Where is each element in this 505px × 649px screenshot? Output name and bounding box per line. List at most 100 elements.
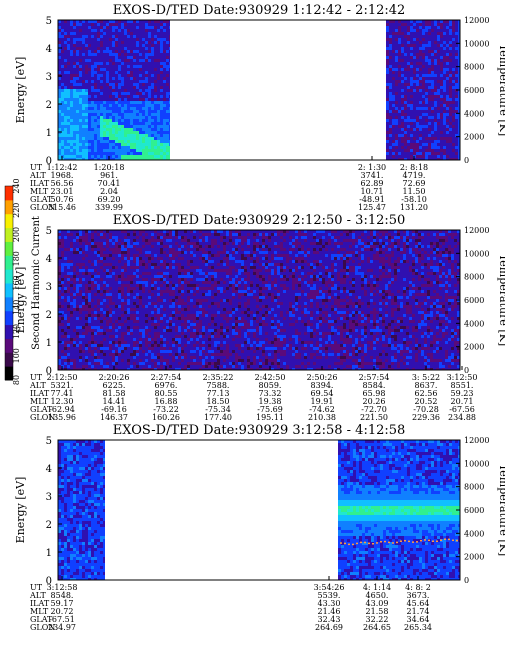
heatmap-cell — [136, 155, 139, 158]
heatmap-cell — [127, 152, 130, 155]
heatmap-cell — [103, 77, 106, 80]
heatmap-cell — [437, 131, 440, 134]
heatmap-cell — [115, 35, 118, 38]
heatmap-cell — [431, 125, 434, 128]
heatmap-cell — [413, 74, 416, 77]
heatmap-cell — [118, 98, 121, 101]
heatmap-cell — [136, 62, 139, 65]
heatmap-cell — [76, 230, 79, 233]
heatmap-cell — [97, 320, 100, 323]
heatmap-cell — [85, 95, 88, 98]
heatmap-cell — [392, 125, 395, 128]
heatmap-cell — [91, 116, 94, 119]
heatmap-cell — [67, 80, 70, 83]
heatmap-cell — [67, 140, 70, 143]
heatmap-cell — [136, 119, 139, 122]
heatmap-cell — [172, 269, 175, 272]
heatmap-cell — [151, 233, 154, 236]
heatmap-cell — [103, 284, 106, 287]
heatmap-cell — [163, 98, 166, 101]
heatmap-cell — [91, 323, 94, 326]
heatmap-cell — [73, 368, 76, 370]
heatmap-cell — [67, 278, 70, 281]
heatmap-cell — [389, 74, 392, 77]
heatmap-cell — [395, 107, 398, 110]
heatmap-cell — [169, 128, 170, 131]
heatmap-cell — [425, 149, 428, 152]
heatmap-cell — [139, 137, 142, 140]
heatmap-cell — [404, 35, 407, 38]
heatmap-cell — [157, 92, 160, 95]
heatmap-cell — [109, 299, 112, 302]
heatmap-cell — [130, 98, 133, 101]
heatmap-cell — [398, 77, 401, 80]
heatmap-cell — [82, 92, 85, 95]
heatmap-cell — [112, 47, 115, 50]
heatmap-cell — [139, 134, 142, 137]
heatmap-cell — [178, 365, 181, 368]
heatmap-cell — [160, 260, 163, 263]
heatmap-cell — [458, 50, 460, 53]
heatmap-cell — [85, 56, 88, 59]
heatmap-cell — [148, 311, 151, 314]
heatmap-cell — [407, 131, 410, 134]
heatmap-cell — [103, 98, 106, 101]
heatmap-cell — [139, 107, 142, 110]
heatmap-cell — [64, 236, 67, 239]
heatmap-cell — [389, 146, 392, 149]
heatmap-cell — [127, 20, 130, 23]
heatmap-cell — [163, 251, 166, 254]
heatmap-cell — [58, 359, 61, 362]
heatmap-cell — [118, 83, 121, 86]
heatmap-cell — [115, 317, 118, 320]
heatmap-cell — [97, 44, 100, 47]
heatmap-cell — [395, 65, 398, 68]
heatmap-cell — [458, 38, 460, 41]
heatmap-cell — [97, 137, 100, 140]
heatmap-cell — [440, 32, 443, 35]
heatmap-cell — [169, 110, 170, 113]
heatmap-cell — [61, 152, 64, 155]
heatmap-cell — [169, 245, 172, 248]
heatmap-cell — [449, 35, 452, 38]
heatmap-cell — [67, 41, 70, 44]
heatmap-cell — [85, 113, 88, 116]
heatmap-cell — [401, 59, 404, 62]
heatmap-cell — [115, 266, 118, 269]
heatmap-cell — [401, 152, 404, 155]
heatmap-cell — [157, 149, 160, 152]
heatmap-cell — [431, 83, 434, 86]
heatmap-cell — [452, 119, 455, 122]
heatmap-cell — [136, 26, 139, 29]
heatmap-cell — [163, 77, 166, 80]
heatmap-cell — [82, 335, 85, 338]
heatmap-cell — [133, 59, 136, 62]
heatmap-cell — [61, 245, 64, 248]
heatmap-cell — [91, 146, 94, 149]
heatmap-cell — [103, 230, 106, 233]
heatmap-cell — [169, 242, 172, 245]
heatmap-cell — [154, 275, 157, 278]
heatmap-cell — [178, 323, 181, 326]
heatmap-cell — [163, 122, 166, 125]
heatmap-cell — [428, 32, 431, 35]
heatmap-cell — [118, 350, 121, 353]
heatmap-cell — [103, 116, 106, 119]
heatmap-cell — [151, 62, 154, 65]
heatmap-cell — [136, 284, 139, 287]
heatmap-cell — [70, 101, 73, 104]
heatmap-cell — [163, 353, 166, 356]
heatmap-cell — [422, 47, 425, 50]
heatmap-cell — [389, 125, 392, 128]
heatmap-cell — [458, 92, 460, 95]
heatmap-cell — [94, 29, 97, 32]
heatmap-cell — [160, 338, 163, 341]
heatmap-cell — [61, 311, 64, 314]
heatmap-cell — [145, 29, 148, 32]
heatmap-cell — [130, 146, 133, 149]
heatmap-cell — [82, 38, 85, 41]
heatmap-cell — [407, 107, 410, 110]
heatmap-cell — [142, 344, 145, 347]
heatmap-cell — [151, 104, 154, 107]
heatmap-cell — [160, 245, 163, 248]
